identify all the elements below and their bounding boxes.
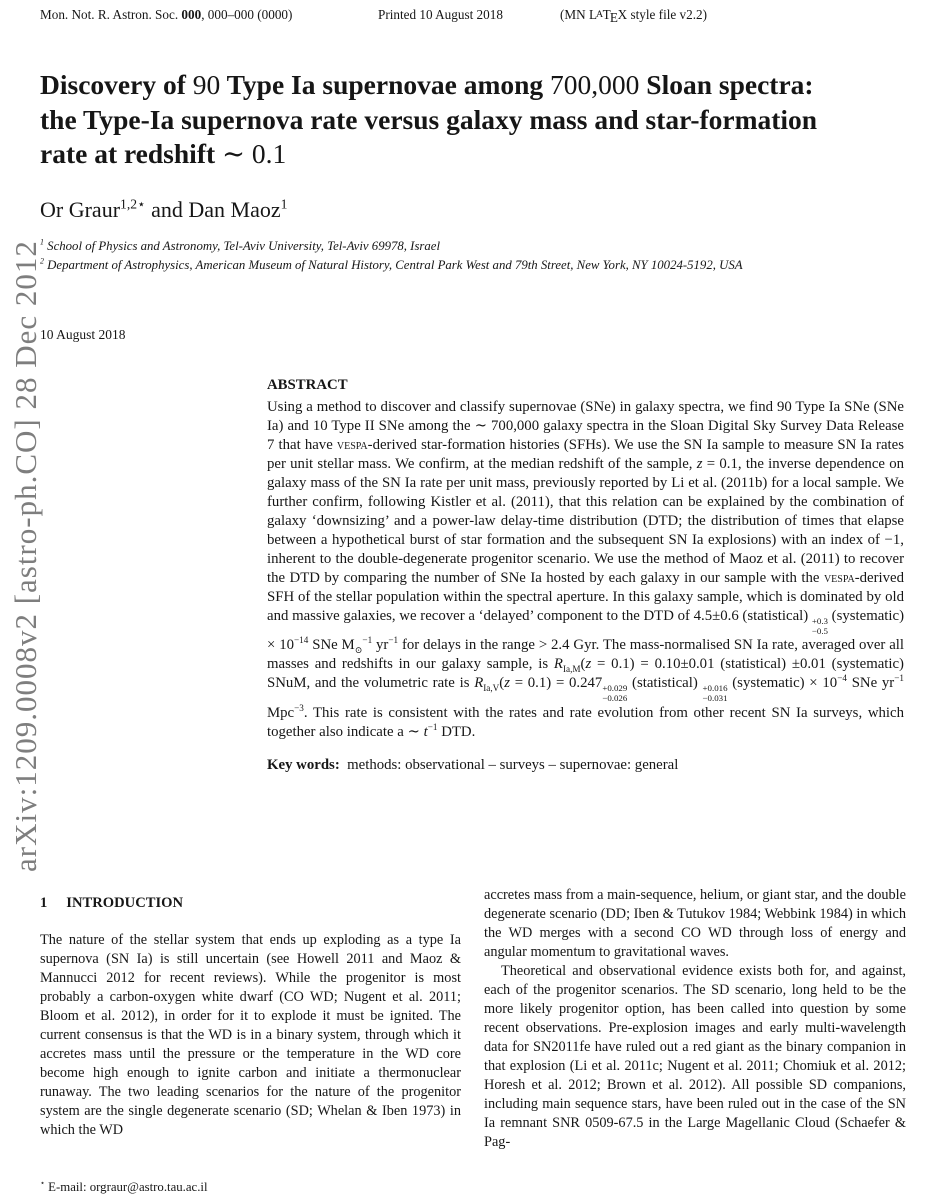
abstract-section: ABSTRACT Using a method to discover and … [267, 377, 904, 774]
intro-columns: 1 INTRODUCTION The nature of the stellar … [40, 886, 906, 1152]
intro-column-right: accretes mass from a main-sequence, heli… [484, 886, 906, 1152]
paper-title: Discovery of 90 Type Ia supernovae among… [40, 69, 818, 170]
intro-paragraph-1: The nature of the stellar system that en… [40, 932, 461, 1138]
affiliation-2: 2 Department of Astrophysics, American M… [40, 256, 743, 273]
section-title: INTRODUCTION [66, 895, 184, 911]
abstract-text: Using a method to discover and classify … [267, 399, 905, 740]
printed-date: Printed 10 August 2018 [378, 7, 503, 22]
section-number: 1 [40, 895, 48, 911]
abstract-heading: ABSTRACT [267, 377, 348, 393]
authors-line: Or Graur1,2⋆ and Dan Maoz1 [40, 196, 288, 222]
intro-column-left: 1 INTRODUCTION The nature of the stellar … [40, 886, 461, 1152]
arxiv-watermark: arXiv:1209.0008v2 [astro-ph.CO] 28 Dec 2… [8, 240, 43, 872]
latex-style-note: (MN LATEX style file v2.2) [560, 7, 708, 25]
journal-reference: Mon. Not. R. Astron. Soc. 000, 000–000 (… [40, 7, 293, 22]
affiliations: 1 School of Physics and Astronomy, Tel-A… [40, 237, 931, 275]
intro-paragraph-3: Theoretical and observational evidence e… [484, 963, 906, 1150]
keywords-line: Key words: methods: observational – surv… [267, 756, 679, 773]
intro-paragraph-2: accretes mass from a main-sequence, heli… [484, 887, 906, 960]
section-heading-introduction: 1 INTRODUCTION [40, 894, 461, 913]
affiliation-1: 1 School of Physics and Astronomy, Tel-A… [40, 237, 441, 253]
footnote-email: ⋆ E-mail: orgraur@astro.tau.ac.il [40, 1178, 208, 1194]
submission-date: 10 August 2018 [40, 327, 126, 342]
